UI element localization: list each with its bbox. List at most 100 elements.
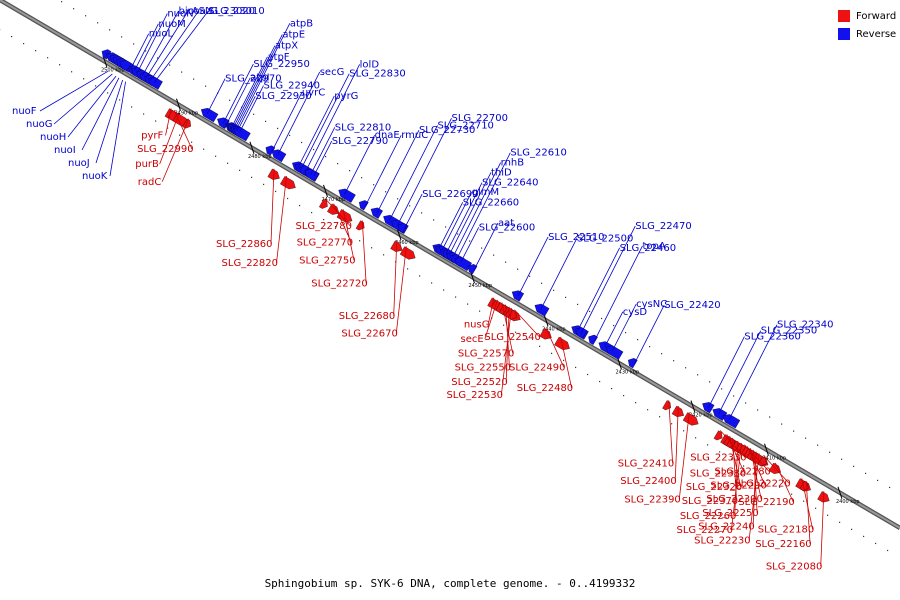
legend-reverse: Reverse [838, 26, 898, 42]
minor-mark [83, 78, 85, 80]
reverse-gene-label: SLG_22700 [452, 113, 508, 124]
minor-mark [551, 352, 553, 354]
reverse-leader [300, 73, 350, 169]
minor-mark [313, 148, 315, 151]
reverse-leader [517, 236, 549, 297]
reverse-gene-label: nuoI [54, 145, 76, 156]
reverse-leader [633, 304, 665, 365]
forward-gene [682, 412, 699, 426]
reverse-gene-label: SLG_22340 [777, 320, 833, 331]
forward-gene-label: SLG_22530 [446, 390, 502, 401]
forward-gene-shape [267, 168, 280, 180]
forward-leader [161, 118, 190, 182]
forward-gene-label: nusG [464, 320, 490, 331]
forward-gene-label: SLG_22330 [690, 453, 746, 464]
minor-mark [767, 479, 769, 481]
reverse-gene-label: topA [643, 241, 666, 252]
reverse-gene [200, 108, 219, 123]
forward-gene-shape [757, 456, 767, 467]
forward-gene-label: SLG_22820 [222, 258, 278, 269]
forward-gene-label: SLG_22680 [339, 311, 395, 322]
minor-mark [337, 163, 339, 165]
legend-forward: Forward [838, 8, 898, 24]
forward-leader [545, 328, 565, 368]
reverse-leader [206, 78, 226, 114]
minor-mark [433, 219, 435, 221]
minor-mark [851, 528, 853, 530]
minor-mark [253, 113, 255, 115]
minor-mark [227, 162, 229, 164]
reverse-gene-label: SLG_22460 [620, 243, 676, 254]
minor-mark [553, 289, 555, 291]
forward-gene-label: SLG_22490 [509, 362, 565, 373]
reverse-leader [150, 10, 199, 81]
reverse-gene-label: cysNC [636, 299, 667, 310]
reverse-gene [467, 264, 478, 275]
minor-mark [805, 437, 807, 439]
scale-tick [837, 486, 843, 499]
forward-gene-label: SLG_22520 [451, 377, 507, 388]
reverse-leader [344, 134, 375, 195]
forward-leader [276, 176, 287, 264]
minor-mark [745, 402, 747, 404]
reverse-gene-shape [467, 264, 478, 275]
reverse-leader [67, 75, 117, 138]
reverse-gene [605, 345, 624, 360]
minor-mark [229, 99, 231, 101]
forward-leader [748, 453, 760, 541]
reverse-swatch [838, 28, 850, 40]
reverse-gene-shape [200, 108, 219, 123]
reverse-leader [594, 245, 643, 341]
reverse-leader [95, 79, 124, 164]
minor-mark [469, 240, 471, 242]
scale-tick-label: 2400 kbp [836, 499, 860, 505]
reverse-leader [438, 202, 464, 250]
minor-mark [541, 282, 543, 284]
scale-tick-label: 2430 kbp [616, 369, 640, 375]
minor-mark [205, 85, 207, 87]
reverse-gene-label: SLG_22730 [419, 125, 475, 136]
reverse-gene-label: nuoK [82, 171, 108, 182]
minor-mark [289, 134, 291, 137]
reverse-gene-label: SLG_22830 [349, 69, 405, 80]
reverse-gene-label: uvrC [302, 87, 325, 98]
reverse-leader [134, 23, 159, 72]
forward-leader [361, 220, 367, 284]
minor-mark [743, 465, 745, 467]
minor-mark [59, 64, 61, 66]
minor-mark [683, 430, 685, 432]
reverse-leader [473, 222, 499, 271]
forward-gene-shape [671, 405, 684, 418]
forward-gene-label: radC [138, 177, 162, 188]
reverse-gene-label: dnaE [375, 130, 400, 141]
reverse-leader [403, 193, 423, 230]
forward-leader [674, 405, 679, 481]
minor-mark [373, 184, 375, 186]
forward-gene-label: SLG_22540 [484, 332, 540, 343]
forward-leader [500, 308, 512, 396]
minor-mark [47, 57, 49, 59]
minor-mark [71, 71, 73, 73]
reverse-gene-label: nuoL [149, 29, 174, 40]
scale-tick-label: 2470 kbp [322, 197, 346, 203]
minor-mark [623, 395, 625, 397]
reverse-gene-label: SLG_22420 [664, 300, 720, 311]
minor-mark [385, 191, 387, 193]
minor-mark [73, 8, 75, 10]
reverse-gene [722, 414, 741, 429]
minor-mark [685, 367, 687, 369]
minor-mark [145, 50, 147, 52]
reverse-gene [271, 149, 287, 163]
minor-mark [707, 444, 709, 446]
scale-tick [764, 443, 769, 456]
forward-gene-label: SLG_22570 [458, 348, 514, 359]
reverse-gene-label: SLG_22710 [437, 120, 493, 131]
forward-leader [747, 446, 766, 486]
minor-mark [671, 423, 673, 425]
reverse-leader [460, 227, 480, 263]
forward-gene-label: SLG_22300 [706, 494, 762, 505]
forward-gene-label: secE [460, 334, 483, 345]
forward-gene-label: SLG_22860 [216, 239, 272, 250]
minor-mark [865, 472, 867, 474]
minor-mark [167, 127, 169, 129]
